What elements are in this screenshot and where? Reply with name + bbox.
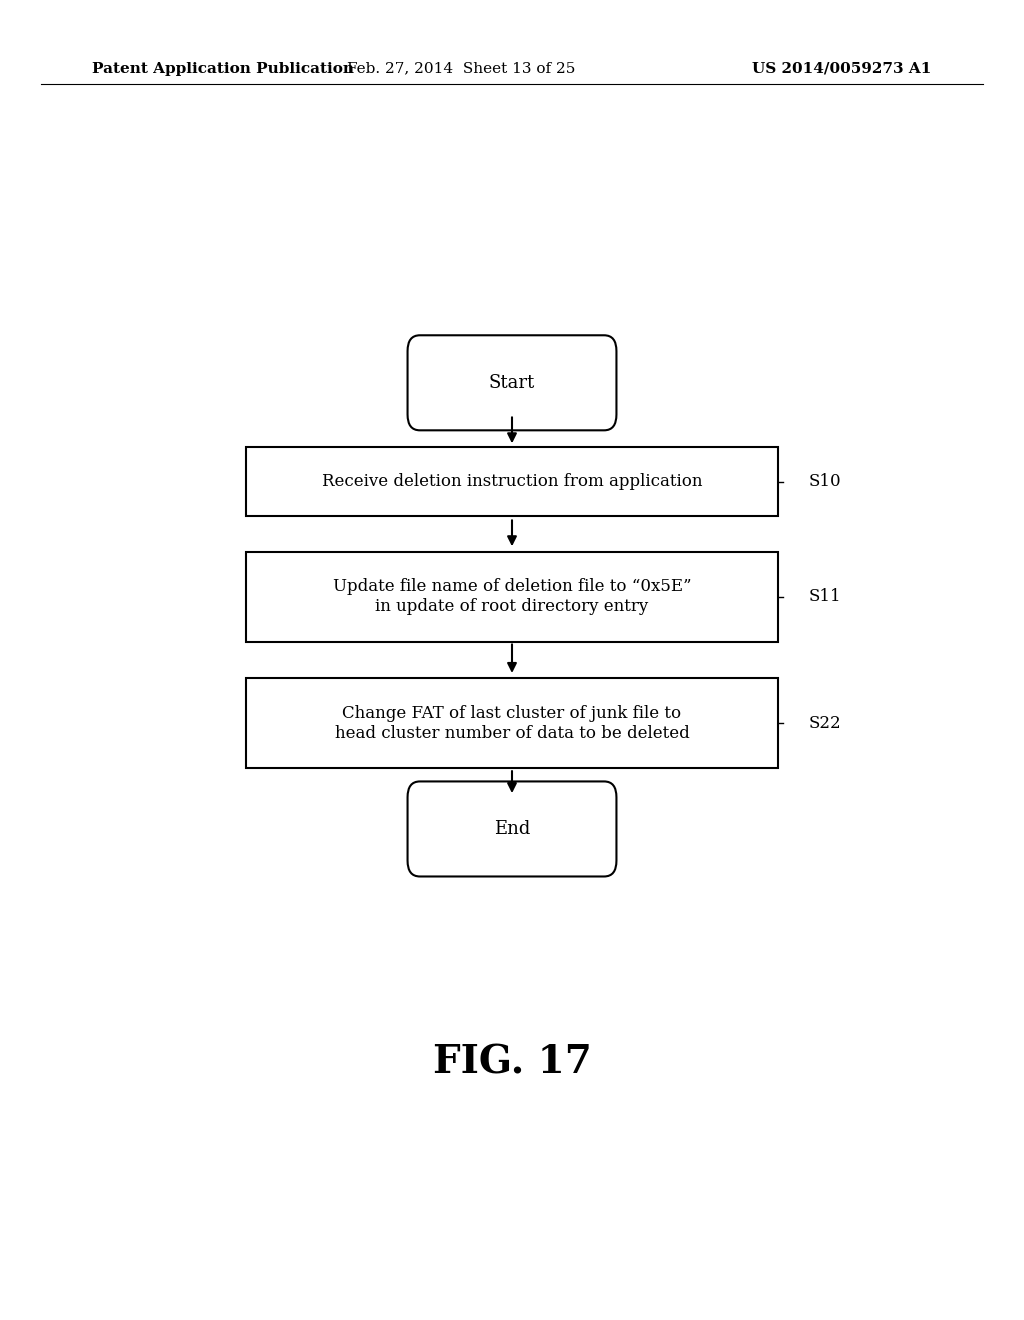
Text: S11: S11: [809, 589, 842, 605]
Text: S10: S10: [809, 474, 842, 490]
Text: Patent Application Publication: Patent Application Publication: [92, 62, 354, 75]
Text: S22: S22: [809, 715, 842, 731]
FancyBboxPatch shape: [408, 335, 616, 430]
Text: Start: Start: [488, 374, 536, 392]
Bar: [246, 447, 778, 516]
Bar: [246, 678, 778, 768]
Text: FIG. 17: FIG. 17: [432, 1044, 592, 1081]
Bar: [246, 552, 778, 642]
Text: End: End: [494, 820, 530, 838]
Text: US 2014/0059273 A1: US 2014/0059273 A1: [753, 62, 932, 75]
Text: Change FAT of last cluster of junk file to
head cluster number of data to be del: Change FAT of last cluster of junk file …: [335, 705, 689, 742]
Text: Feb. 27, 2014  Sheet 13 of 25: Feb. 27, 2014 Sheet 13 of 25: [346, 62, 575, 75]
Text: Receive deletion instruction from application: Receive deletion instruction from applic…: [322, 474, 702, 490]
Text: Update file name of deletion file to “0x5E”
in update of root directory entry: Update file name of deletion file to “0x…: [333, 578, 691, 615]
FancyBboxPatch shape: [408, 781, 616, 876]
